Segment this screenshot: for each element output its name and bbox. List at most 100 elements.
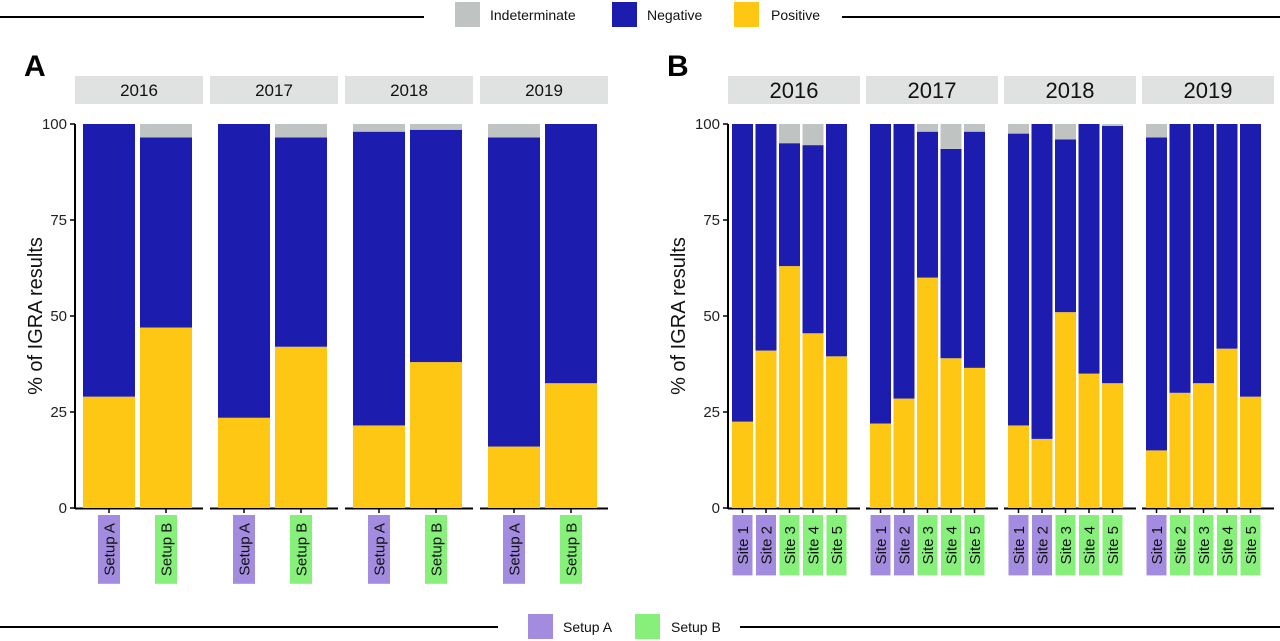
legend-top: Indeterminate Negative Positive [0,2,1280,27]
panel-b-bar-negative [870,124,891,424]
legend-swatch-indeterminate [455,2,480,27]
panel-a-category-label: Setup A [101,523,118,576]
panel-b-bar-negative [940,148,962,359]
panel-a-facet-label: 2018 [390,81,428,100]
panel-b-category-box [826,515,847,576]
panel-b-bar-positive [802,333,824,508]
panel-b-category-label: Site 4 [1081,526,1098,564]
panel-b-bar-negative [1078,124,1100,374]
panel-b-category-label: Site 1 [1149,526,1166,564]
panel-b-y-tick-label: 100 [695,116,720,133]
panel-b-bar-negative [732,124,753,422]
panel-b-facet-strip [728,76,860,104]
panel-b-bar-negative [1146,137,1167,451]
panel-a-bar-positive [410,362,462,508]
panel-a-category-box [98,515,120,584]
panel-a-bar-positive [353,425,405,508]
legend-label-negative: Negative [647,7,702,23]
panel-b-category-label: Site 2 [758,526,775,564]
panel-b-bar-positive [732,421,753,508]
panel-letter-b: B [667,50,689,83]
legend-label-setup-b: Setup B [671,619,721,635]
panel-b-category-label: Site 3 [1058,526,1075,564]
panel-b-category-box [941,515,961,576]
panel-b-category-box [1032,515,1052,576]
legend-label-indeterminate: Indeterminate [490,7,576,23]
panel-a-category-label: Setup A [371,523,388,576]
panel-b-category-box [917,515,938,576]
legend-swatch-positive [734,2,759,27]
panel-b-bar-positive [755,350,777,508]
panel-b-bar-negative [755,124,777,351]
panel-a-facet-label: 2017 [255,81,293,100]
panel-a-category-box [233,515,255,584]
panel-b-category-box [870,515,891,576]
panel-b-bar-indeterminate [917,124,938,132]
legend-label-positive: Positive [771,7,820,23]
panel-b-category-label: Site 2 [1034,526,1051,564]
panel-a-bar-positive [275,346,327,508]
panel-b-category-label: Site 3 [782,526,799,564]
panel-letter-a: A [24,50,46,83]
panel-b-bar-positive [917,277,938,508]
panel-a-facet-strip [345,76,473,104]
panel-a-bar-negative [353,131,405,426]
legend-swatch-setup-b [635,614,660,639]
panel-b-category-box [779,515,800,576]
panel-b-bar-positive [779,266,800,508]
panel-b-category-box [1102,515,1123,576]
panel-a-category-box [155,515,177,584]
panel-a-bar-negative [83,124,135,397]
panel-b-bar-negative [964,131,985,368]
legend-bottom: Setup A Setup B [0,614,1280,639]
panel-b-facet-label: 2019 [1184,78,1233,103]
panel-a-bar-indeterminate [410,124,462,130]
panel-a-bar-negative [275,137,327,347]
panel-a-category-label: Setup B [293,523,310,576]
panel-b-category-label: Site 5 [967,526,984,564]
panel-a-bar-negative [140,137,192,328]
panel-b-category-label: Site 3 [1196,526,1213,564]
panel-b-facet-strip [866,76,998,104]
panel-b-category-box [1146,515,1167,576]
panel-b-category-box [1217,515,1237,576]
panel-b-bar-negative [802,145,824,334]
panel-a-bar-indeterminate [140,124,192,138]
panel-b-bar-negative [917,131,938,278]
panel-a-facet-strip [480,76,608,104]
panel-b-category-label: Site 3 [920,526,937,564]
panel-b-bar-negative [1216,124,1238,349]
panel-b-category-box [1193,515,1214,576]
panel-a-bar-indeterminate [353,124,405,132]
panel-b-category-box [1170,515,1190,576]
panel-a-y-tick-label: 0 [59,500,67,517]
panel-b-category-label: Site 4 [943,526,960,564]
panel-a-y-axis-title: % of IGRA results [25,237,47,395]
panel-b-bar-positive [1146,450,1167,508]
panel-b-bar-negative [779,143,800,267]
panel-b-category-label: Site 1 [735,526,752,564]
panel-a-category-box [560,515,582,584]
panel-a-category-box [503,515,525,584]
panel-b-y-tick-label: 50 [703,308,720,325]
panel-b-bar-indeterminate [1055,124,1076,140]
panel-a-bar-positive [218,417,270,508]
panel-b-bar-positive [1216,348,1238,508]
panel-b-bar-positive [1169,392,1191,508]
panel-a-category-box [425,515,447,584]
panel-b-facet-label: 2017 [908,78,957,103]
panel-b-bar-indeterminate [1008,124,1029,134]
panel-a-y-tick-label: 25 [50,404,67,421]
panel-b-category-label: Site 5 [1243,526,1260,564]
panel-b-bar-indeterminate [802,124,824,146]
panel-b-bar-negative [1169,124,1191,393]
panel-b-bar-positive [1031,438,1053,508]
panel-b-bar-negative [826,124,847,357]
panel-b-bar-negative [1240,124,1261,397]
panel-b-category-box [894,515,914,576]
panel-b-facet-label: 2018 [1046,78,1095,103]
panel-a-y-tick-label: 100 [42,116,67,133]
panel-a-bar-positive [488,446,540,508]
panel-a-facet-strip [210,76,338,104]
